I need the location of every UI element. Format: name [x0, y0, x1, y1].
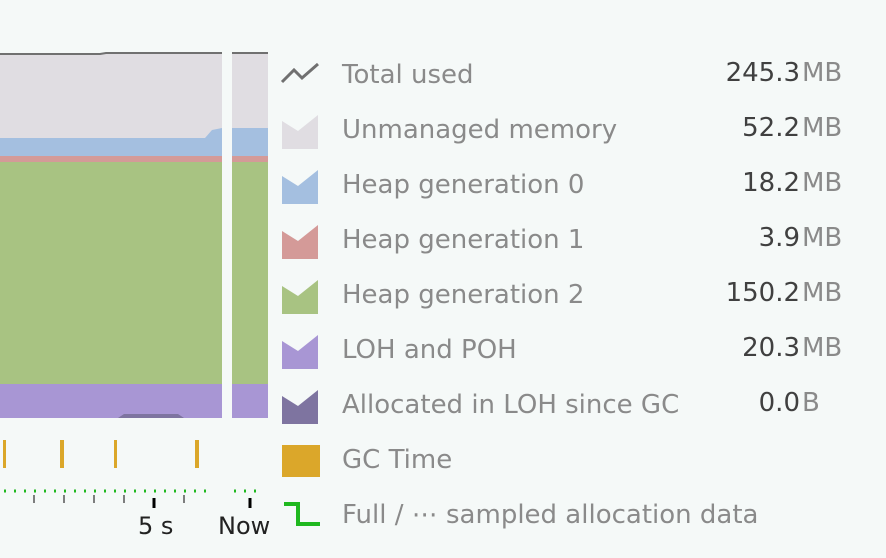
unmanaged-memory-area [0, 54, 222, 138]
legend-row-heap-gen-0[interactable]: Heap generation 0 18.2 MB [278, 158, 878, 213]
area-icon [282, 280, 318, 314]
time-label-5s: 5 s [138, 512, 174, 540]
total-used-line [0, 52, 222, 55]
legend-value: 0.0 [758, 388, 800, 418]
area-icon [282, 335, 318, 369]
memory-chart-svg [0, 50, 268, 508]
time-axis-ticks [33, 495, 185, 503]
loh-poh-area [0, 384, 222, 418]
legend-value: 52.2 [742, 113, 800, 143]
legend-label: Allocated in LOH since GC [342, 390, 680, 420]
gc-time-tick [60, 440, 64, 468]
legend-unit: MB [802, 113, 843, 143]
legend-value: 18.2 [742, 168, 800, 198]
legend-value: 20.3 [742, 333, 800, 363]
legend-row-loh-poh[interactable]: LOH and POH 20.3 MB [278, 323, 878, 378]
step-icon [284, 502, 320, 526]
legend-unit: MB [802, 168, 843, 198]
area-icon [282, 225, 318, 259]
allocated-loh-area [118, 414, 184, 418]
area-icon [282, 170, 318, 204]
legend-label: Total used [342, 60, 474, 90]
legend-label: Unmanaged memory [342, 115, 618, 145]
legend-row-unmanaged-memory[interactable]: Unmanaged memory 52.2 MB [278, 103, 878, 158]
heap-gen-0-area [0, 128, 222, 156]
legend-label: GC Time [342, 445, 453, 475]
memory-chart[interactable]: 5 s Now [0, 0, 270, 554]
gc-time-tick [195, 440, 199, 468]
gc-time-tick [3, 440, 6, 468]
legend-value: 245.3 [725, 58, 800, 88]
heap-gen-1-area-now [232, 156, 268, 162]
area-icon [282, 390, 318, 424]
heap-gen-2-area-now [232, 162, 268, 384]
area-icon [282, 115, 318, 149]
legend-row-allocation-data[interactable]: Full / ⋯ sampled allocation data [278, 488, 878, 543]
time-label-now: Now [218, 512, 271, 540]
legend-value: 150.2 [725, 278, 800, 308]
unmanaged-memory-area-now [232, 54, 268, 128]
bar-icon [282, 445, 320, 477]
legend-unit: B [802, 388, 820, 418]
gc-time-tick [114, 440, 117, 468]
legend-label: LOH and POH [342, 335, 517, 365]
legend-row-gc-time[interactable]: GC Time [278, 433, 878, 488]
heap-gen-2-area [0, 162, 222, 384]
legend-row-allocated-loh[interactable]: Allocated in LOH since GC 0.0 B [278, 378, 878, 433]
legend: Total used 245.3 MB Unmanaged memory 52.… [278, 48, 878, 543]
legend-label: Heap generation 1 [342, 225, 585, 255]
legend-unit: MB [802, 278, 843, 308]
legend-unit: MB [802, 58, 843, 88]
legend-label: Heap generation 2 [342, 280, 585, 310]
legend-row-heap-gen-2[interactable]: Heap generation 2 150.2 MB [278, 268, 878, 323]
heap-gen-1-area [0, 156, 222, 162]
line-icon [280, 62, 319, 84]
loh-poh-area-now [232, 384, 268, 418]
legend-row-heap-gen-1[interactable]: Heap generation 1 3.9 MB [278, 213, 878, 268]
heap-gen-0-area-now [232, 128, 268, 156]
legend-unit: MB [802, 223, 843, 253]
pane-gap [222, 50, 232, 422]
legend-row-total-used[interactable]: Total used 245.3 MB [278, 48, 878, 103]
legend-label: Heap generation 0 [342, 170, 585, 200]
legend-label: Full / ⋯ sampled allocation data [342, 500, 759, 530]
legend-value: 3.9 [758, 223, 800, 253]
legend-unit: MB [802, 333, 843, 363]
